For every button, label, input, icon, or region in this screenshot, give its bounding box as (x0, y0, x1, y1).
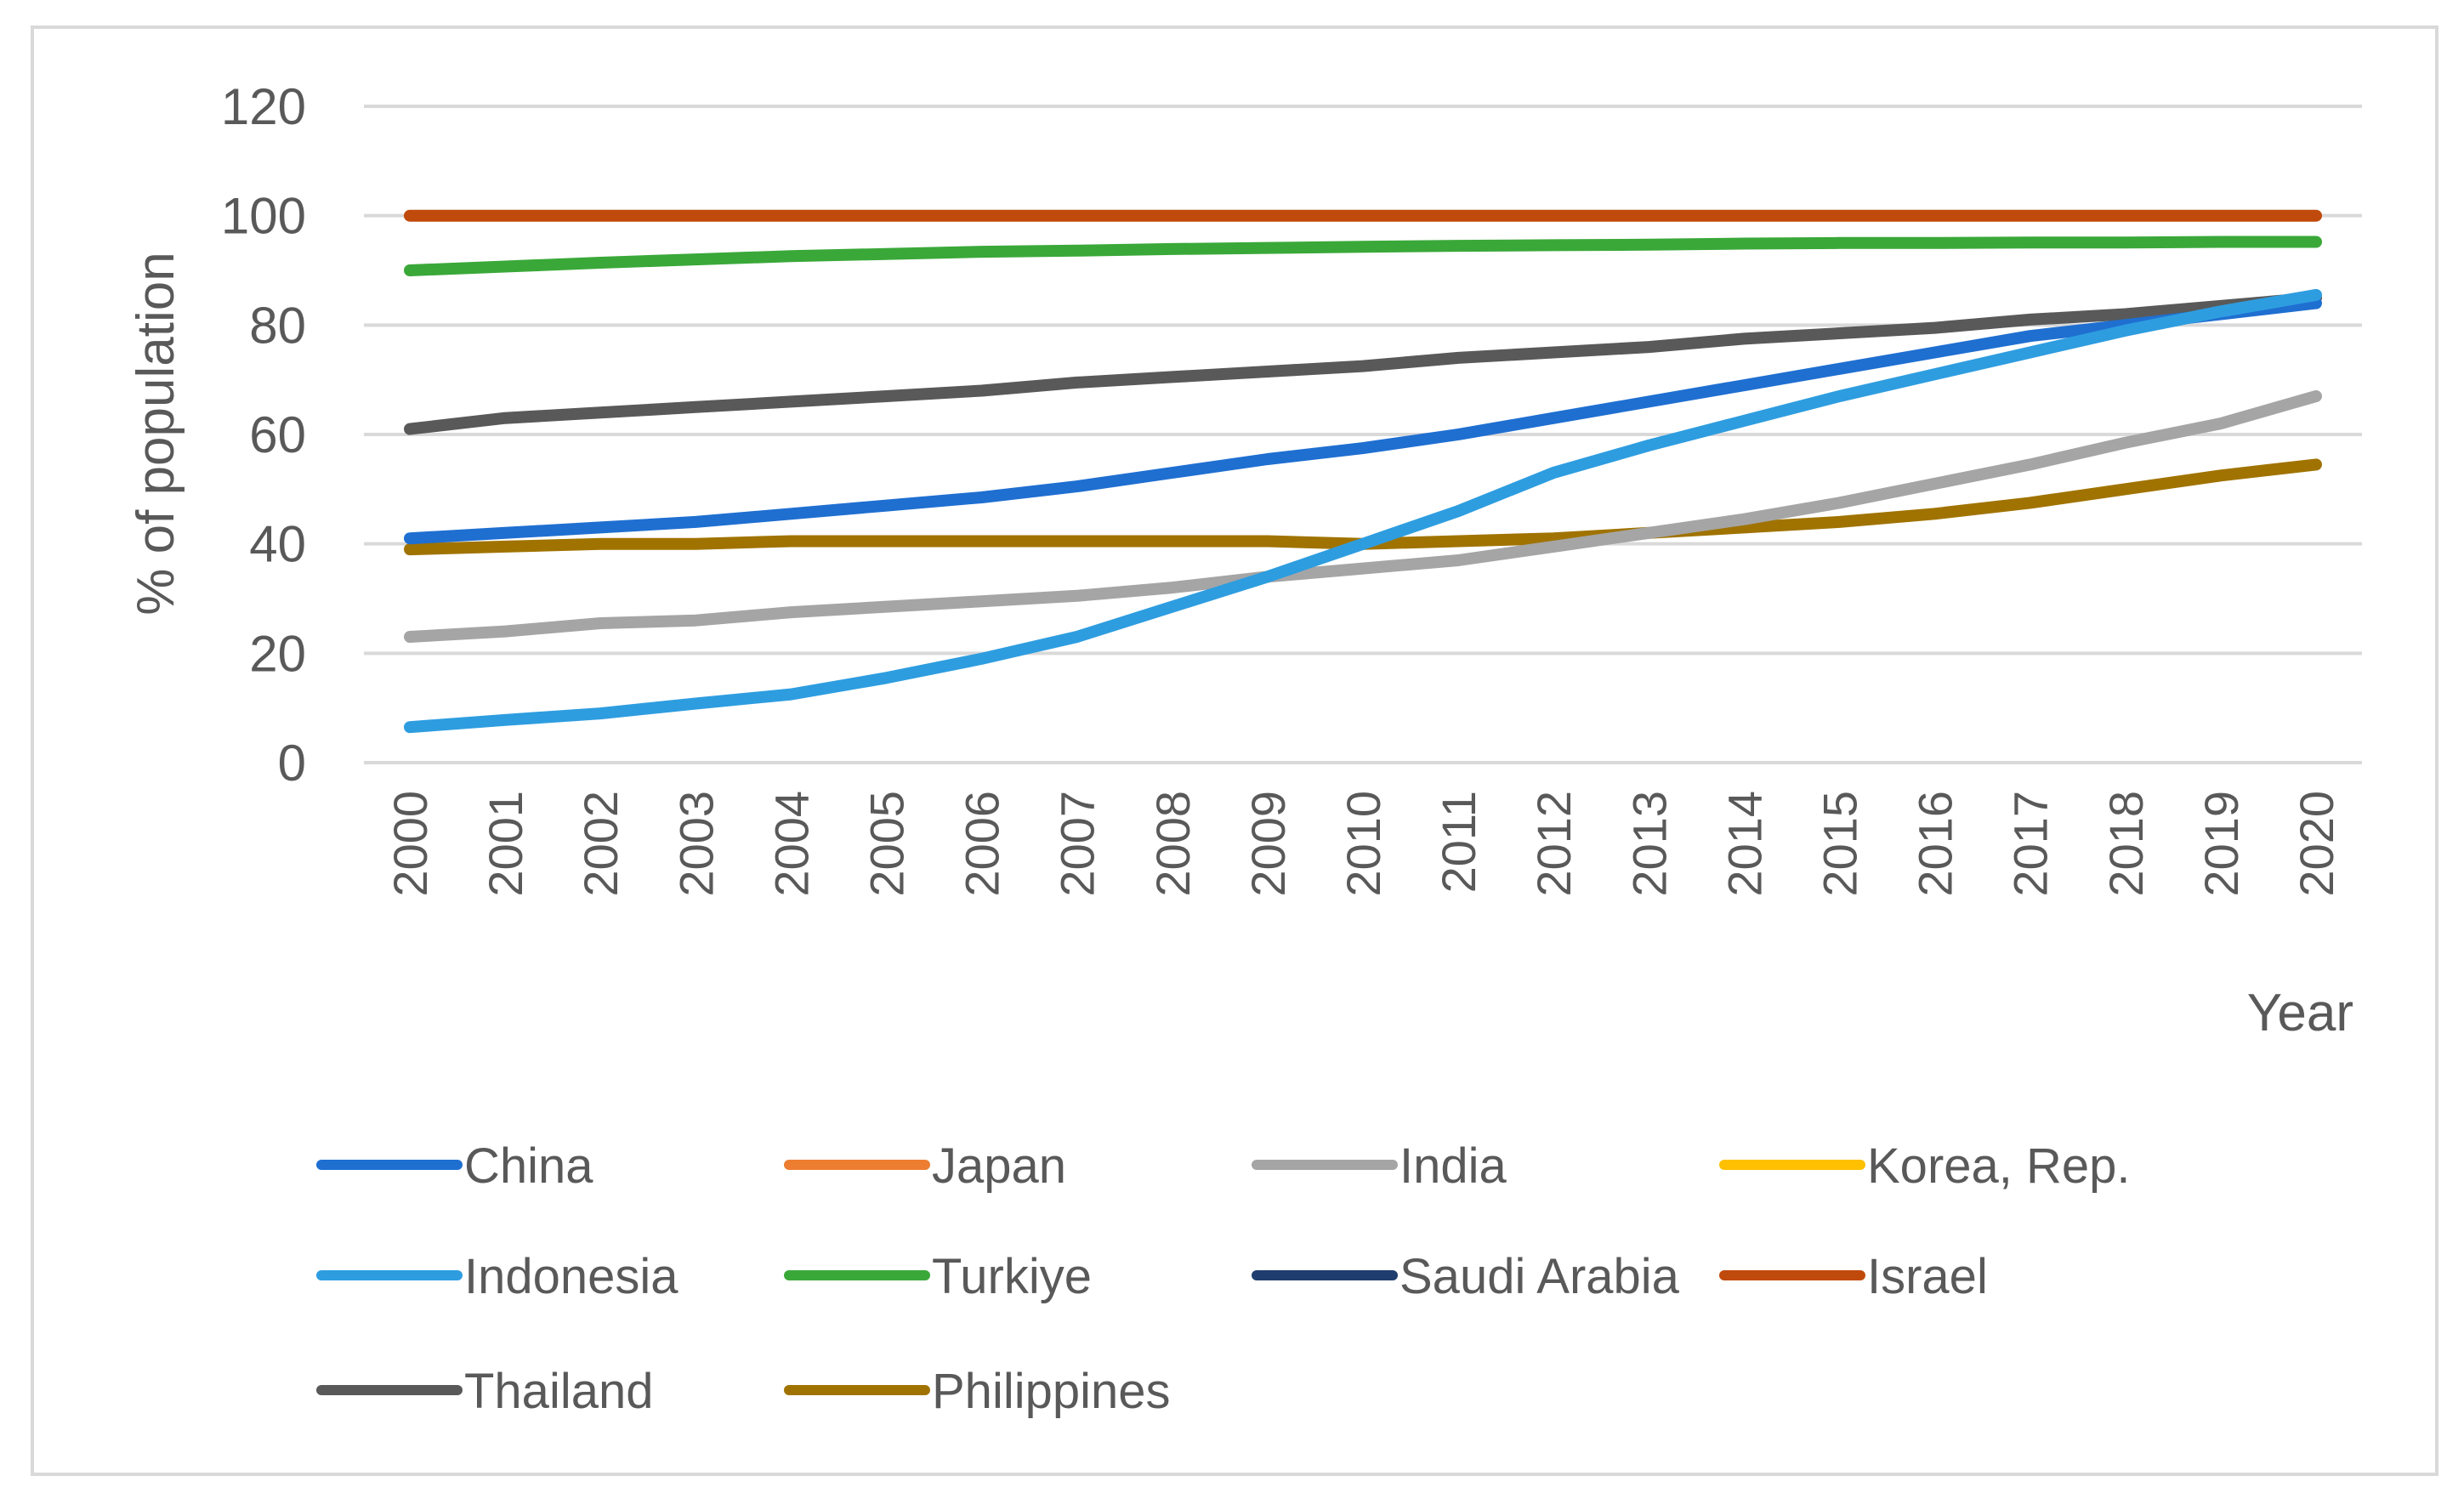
x-tick-label: 2005 (860, 791, 914, 897)
x-tick-label: 2016 (1909, 791, 1962, 897)
x-tick-label: 2017 (2004, 791, 2058, 897)
y-tick-label: 120 (221, 78, 306, 135)
legend-label: Turkiye (932, 1249, 1092, 1304)
legend-item-japan: Japan (784, 1138, 1066, 1194)
legend-item-saudi-arabia: Saudi Arabia (1252, 1249, 1680, 1304)
legend-label: Philippines (932, 1364, 1171, 1419)
x-tick-label: 2009 (1241, 791, 1295, 897)
legend-label: Israel (1867, 1249, 1988, 1304)
x-tick-label: 2015 (1814, 791, 1867, 897)
series-line-india (404, 390, 2322, 643)
x-tick-label: 2018 (2099, 791, 2153, 897)
x-tick-label: 2019 (2194, 791, 2248, 897)
x-tick-label: 2003 (669, 791, 723, 897)
legend-label: Thailand (464, 1364, 653, 1419)
x-tick-label: 2020 (2290, 791, 2343, 897)
y-tick-label: 60 (249, 406, 306, 463)
y-tick-label: 0 (278, 735, 306, 792)
legend-label: China (464, 1138, 593, 1194)
legend-item-india: India (1252, 1138, 1507, 1194)
y-tick-label: 100 (221, 188, 306, 245)
legend-item-china: China (316, 1138, 593, 1194)
legend-item-korea-rep: Korea, Rep. (1719, 1138, 2131, 1194)
legend-item-indonesia: Indonesia (316, 1249, 678, 1304)
x-tick-label: 2010 (1337, 791, 1390, 897)
series-line-thailand (404, 292, 2322, 435)
x-tick-label: 2011 (1432, 791, 1485, 893)
x-axis-tick-labels: 2000 2001 2002 2003 2004 2005 2006 2007 2008 2009… (383, 791, 2343, 897)
legend-item-thailand: Thailand (316, 1364, 653, 1419)
legend-label: Indonesia (464, 1249, 678, 1304)
series-line-china (404, 297, 2322, 545)
x-tick-label: 2006 (956, 791, 1009, 897)
x-tick-label: 2004 (764, 791, 818, 897)
y-axis-label: % of population (127, 252, 185, 615)
x-tick-label: 2008 (1146, 791, 1200, 897)
legend-item-israel: Israel (1719, 1249, 1988, 1304)
y-tick-label: 20 (249, 625, 306, 682)
x-tick-label: 2001 (479, 791, 532, 897)
x-tick-label: 2014 (1717, 791, 1771, 897)
series-line-indonesia (404, 288, 2322, 734)
legend: China Japan India Korea, Rep. Indonesia Turki… (316, 1138, 2131, 1419)
x-tick-label: 2000 (383, 791, 437, 897)
legend-label: Japan (932, 1138, 1066, 1194)
series-line-turkiye (404, 236, 2322, 276)
x-axis-label: Year (2247, 984, 2353, 1042)
series-lines (404, 209, 2322, 734)
x-tick-label: 2002 (574, 791, 627, 897)
gridlines (364, 105, 2362, 764)
x-tick-label: 2012 (1527, 791, 1581, 897)
y-tick-label: 80 (249, 297, 306, 354)
x-tick-label: 2013 (1622, 791, 1676, 897)
y-tick-label: 40 (249, 516, 306, 573)
x-tick-label: 2007 (1051, 791, 1104, 897)
legend-item-turkiye: Turkiye (784, 1249, 1092, 1304)
legend-label: India (1399, 1138, 1507, 1194)
legend-label: Korea, Rep. (1867, 1138, 2131, 1194)
y-axis-tick-labels: 0 20 40 60 80 100 120 (221, 78, 306, 792)
legend-label: Saudi Arabia (1399, 1249, 1680, 1304)
legend-item-philippines: Philippines (784, 1364, 1171, 1419)
series-line-philippines (404, 458, 2322, 556)
